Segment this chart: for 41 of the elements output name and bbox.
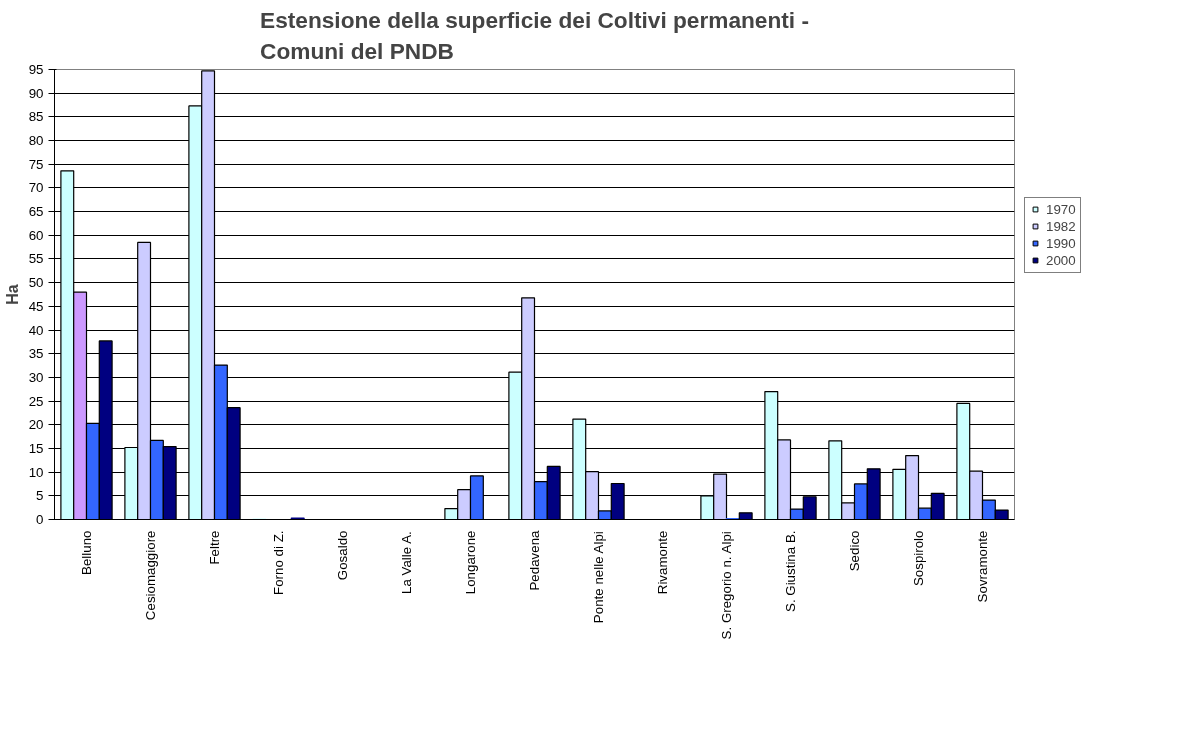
y-tick-label: 15 <box>28 440 44 456</box>
x-tick-label: Pedavena <box>527 529 542 591</box>
legend-label: 1990 <box>1046 235 1076 251</box>
y-tick-label: 10 <box>28 464 44 480</box>
y-tick-label: 40 <box>28 322 44 338</box>
y-axis-title: Ha <box>3 284 21 305</box>
y-tick-label: 20 <box>28 417 44 433</box>
chart-title: Estensione della superficie dei Coltivi permanenti - Comuni del PNDB <box>260 7 809 65</box>
y-tick-label: 5 <box>36 488 44 504</box>
x-tick-label: S. Giustina B. <box>783 530 798 612</box>
y-tick-label: 30 <box>28 369 44 385</box>
x-tick-label: Sovramonte <box>975 530 990 603</box>
x-tick-label: S. Gregorio n. Alpi <box>719 531 734 640</box>
y-tick-label: 95 <box>28 62 44 77</box>
y-tick-label: 65 <box>28 204 44 220</box>
x-tick-label: La Valle A. <box>399 531 414 594</box>
x-tick-label: Gosaldo <box>335 530 350 581</box>
x-tick-label: Sospirolo <box>911 530 926 587</box>
y-tick-label: 25 <box>28 393 44 409</box>
y-tick-label: 80 <box>28 133 44 149</box>
x-tick-label: Longarone <box>463 530 478 595</box>
x-tick-label: Belluno <box>79 530 94 575</box>
y-tick-label: 50 <box>28 275 44 291</box>
y-tick-label: 0 <box>36 512 44 527</box>
x-tick-label: Cesiomaggiore <box>143 530 158 621</box>
y-tick-label: 55 <box>28 251 44 267</box>
x-tick-label: Rivamonte <box>655 530 670 595</box>
y-tick-label: 35 <box>28 346 44 362</box>
x-tick-label: Sedico <box>847 530 862 572</box>
y-tick-label: 90 <box>28 85 44 101</box>
y-tick-label: 75 <box>28 156 44 172</box>
x-tick-label: Ponte nelle Alpi <box>591 531 606 624</box>
y-tick-label: 60 <box>28 227 44 243</box>
y-tick-label: 45 <box>28 298 44 314</box>
legend-label: 1970 <box>1046 201 1076 217</box>
y-tick-label: 70 <box>28 180 44 196</box>
y-tick-label: 85 <box>28 109 44 125</box>
legend-label: 1982 <box>1046 218 1076 234</box>
x-tick-label: Forno di Z. <box>271 530 286 595</box>
x-tick-label: Feltre <box>207 530 222 565</box>
legend-label: 2000 <box>1046 252 1076 268</box>
